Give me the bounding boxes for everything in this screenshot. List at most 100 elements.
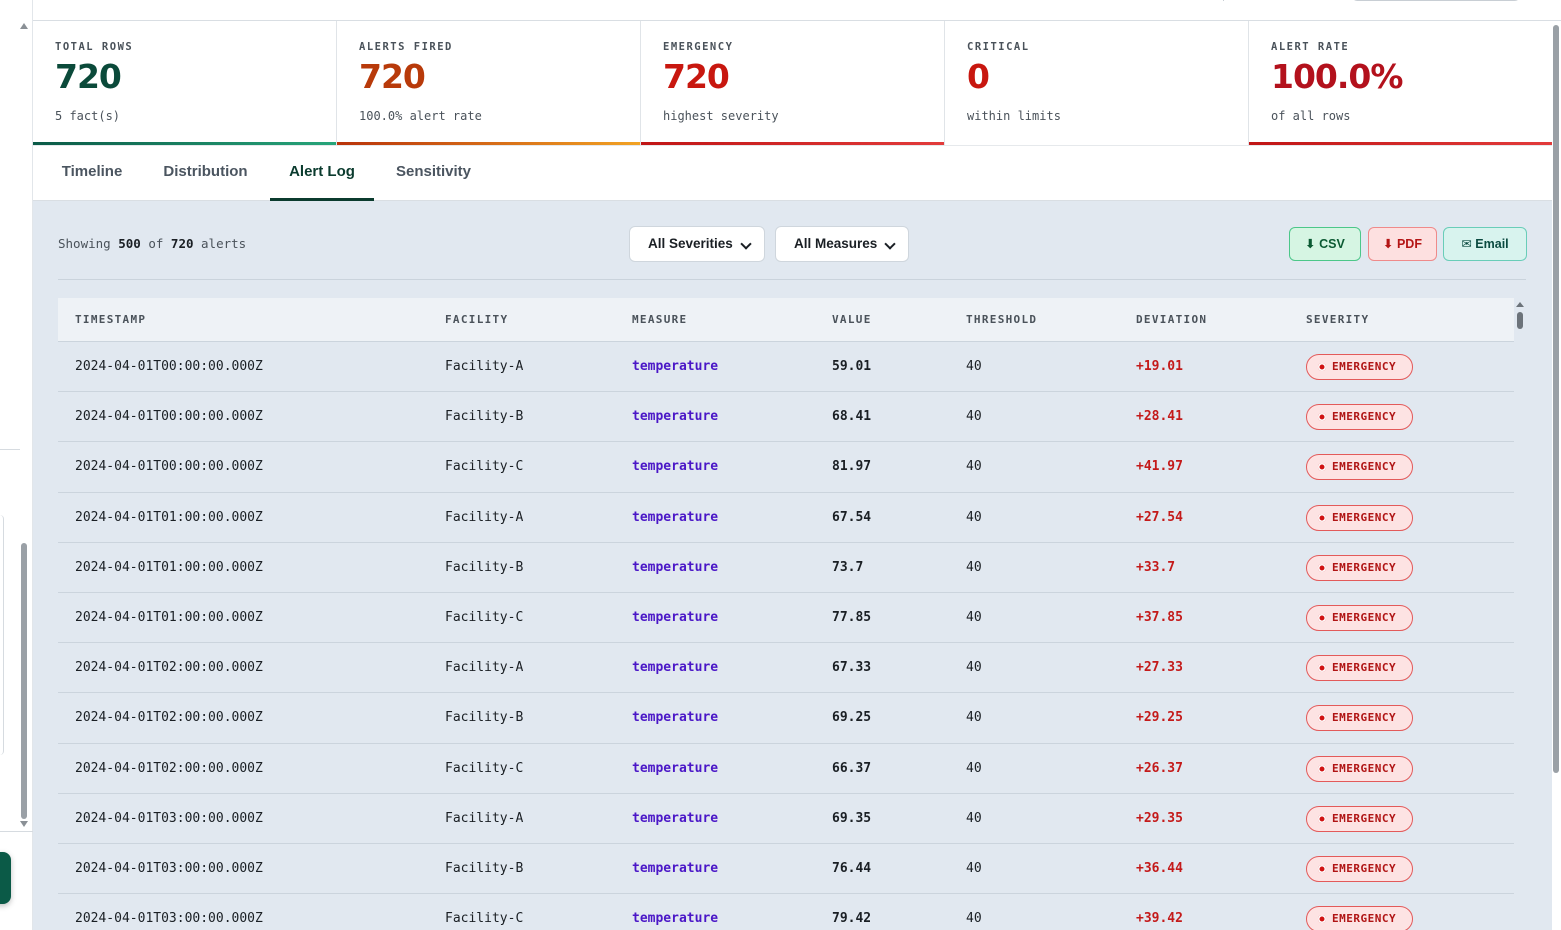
cell-deviation: +27.54 bbox=[1136, 509, 1183, 525]
column-header-measure[interactable]: MEASURE bbox=[632, 313, 688, 326]
cell-measure[interactable]: temperature bbox=[632, 660, 719, 676]
table-row[interactable]: 2024-04-01T00:00:00.000Z Facility-C temper… bbox=[58, 442, 1514, 493]
tab-alert-log[interactable]: Alert Log bbox=[270, 146, 374, 201]
cell-measure[interactable]: temperature bbox=[632, 409, 719, 425]
cell-measure[interactable]: temperature bbox=[632, 509, 719, 525]
severity-dot-icon bbox=[1318, 513, 1326, 522]
cell-value: 69.35 bbox=[832, 810, 872, 826]
cell-value: 59.01 bbox=[832, 359, 872, 374]
measure-filter-select[interactable]: All Measures bbox=[775, 226, 909, 262]
cell-measure[interactable]: temperature bbox=[632, 860, 719, 876]
table-row[interactable]: 2024-04-01T03:00:00.000Z Facility-C temper… bbox=[58, 894, 1514, 930]
tab-sensitivity[interactable]: Sensitivity bbox=[395, 163, 472, 180]
cell-deviation: +41.97 bbox=[1136, 459, 1183, 475]
cell-measure[interactable]: temperature bbox=[632, 810, 719, 826]
table-row[interactable]: 2024-04-01T00:00:00.000Z Facility-A temper… bbox=[58, 342, 1514, 393]
kpi-label: CRITICAL bbox=[967, 41, 1030, 53]
cell-measure[interactable]: temperature bbox=[632, 459, 719, 475]
severity-dot-icon bbox=[1318, 915, 1326, 924]
severity-label: EMERGENCY bbox=[1332, 360, 1397, 373]
cell-measure[interactable]: temperature bbox=[632, 609, 719, 625]
table-row[interactable]: 2024-04-01T01:00:00.000Z Facility-C temper… bbox=[58, 593, 1514, 644]
measure-filter-value: All Measures bbox=[794, 236, 878, 251]
severity-dot-icon bbox=[1318, 714, 1326, 723]
summary-shown-count: 500 bbox=[118, 236, 141, 251]
sidebar-scroll-up-icon[interactable] bbox=[20, 23, 28, 29]
sidebar-action-button[interactable] bbox=[0, 852, 11, 904]
sidebar-scrollbar-thumb[interactable] bbox=[21, 543, 27, 819]
cell-timestamp: 2024-04-01T01:00:00.000Z bbox=[75, 559, 263, 575]
cell-value: 67.33 bbox=[832, 660, 872, 676]
page-scrollbar[interactable] bbox=[1552, 21, 1561, 930]
page-scrollbar-thumb[interactable] bbox=[1553, 25, 1559, 773]
export-csv-button[interactable]: ⬇ CSV bbox=[1289, 227, 1361, 261]
severity-label: EMERGENCY bbox=[1332, 560, 1397, 574]
table-scroll-up-icon[interactable] bbox=[1516, 302, 1524, 307]
severity-badge: EMERGENCY bbox=[1306, 604, 1413, 631]
alert-log-panel: Showing 500 of 720 alerts All Severities… bbox=[33, 201, 1552, 930]
kpi-subtext: of all rows bbox=[1271, 109, 1351, 123]
kpi-emergency: EMERGENCY 720 highest severity bbox=[641, 21, 945, 145]
severity-badge: EMERGENCY bbox=[1306, 906, 1413, 930]
cell-threshold: 40 bbox=[966, 609, 982, 625]
table-row[interactable]: 2024-04-01T03:00:00.000Z Facility-B temper… bbox=[58, 844, 1514, 895]
table-row[interactable]: 2024-04-01T02:00:00.000Z Facility-A temper… bbox=[58, 643, 1514, 694]
cell-threshold: 40 bbox=[966, 710, 982, 726]
cell-value: 79.42 bbox=[832, 911, 872, 927]
kpi-subtext: 100.0% alert rate bbox=[359, 109, 482, 123]
severity-dot-icon bbox=[1318, 613, 1326, 622]
sidebar-scroll-down-icon[interactable] bbox=[20, 821, 28, 827]
severity-label: EMERGENCY bbox=[1332, 460, 1397, 474]
tab-distribution[interactable]: Distribution bbox=[163, 163, 248, 180]
kpi-alerts-fired: ALERTS FIRED 720 100.0% alert rate bbox=[337, 21, 641, 145]
cell-value: 73.7 bbox=[832, 559, 864, 575]
severity-dot-icon bbox=[1318, 664, 1326, 673]
table-row[interactable]: 2024-04-01T01:00:00.000Z Facility-B temper… bbox=[58, 543, 1514, 593]
severity-badge: EMERGENCY bbox=[1306, 755, 1413, 782]
kpi-accent-bar bbox=[1249, 142, 1552, 145]
cell-deviation: +29.35 bbox=[1136, 810, 1183, 826]
cell-measure[interactable]: temperature bbox=[632, 359, 719, 374]
table-row[interactable]: 2024-04-01T01:00:00.000Z Facility-A temper… bbox=[58, 493, 1514, 543]
column-header-timestamp[interactable]: TIMESTAMP bbox=[75, 313, 147, 326]
cell-facility: Facility-B bbox=[445, 559, 524, 575]
severity-dot-icon bbox=[1318, 764, 1326, 773]
cell-value: 68.41 bbox=[832, 409, 872, 425]
table-row[interactable]: 2024-04-01T00:00:00.000Z Facility-B temper… bbox=[58, 392, 1514, 443]
column-header-facility[interactable]: FACILITY bbox=[445, 313, 509, 326]
cell-measure[interactable]: temperature bbox=[632, 911, 719, 927]
severity-badge: EMERGENCY bbox=[1306, 554, 1413, 581]
cell-value: 81.97 bbox=[832, 459, 872, 475]
cell-measure[interactable]: temperature bbox=[632, 559, 719, 575]
severity-badge: EMERGENCY bbox=[1306, 504, 1413, 531]
results-summary: Showing 500 of 720 alerts bbox=[58, 236, 246, 251]
severity-dot-icon bbox=[1318, 463, 1326, 472]
email-report-button[interactable]: ✉ Email bbox=[1443, 227, 1527, 261]
cell-facility: Facility-C bbox=[445, 609, 524, 625]
summary-total-count: 720 bbox=[170, 236, 194, 251]
column-header-threshold[interactable]: THRESHOLD bbox=[966, 313, 1038, 326]
tab-timeline[interactable]: Timeline bbox=[61, 163, 123, 180]
table-row[interactable]: 2024-04-01T03:00:00.000Z Facility-A temper… bbox=[58, 794, 1514, 844]
cell-facility: Facility-C bbox=[445, 911, 524, 927]
cell-timestamp: 2024-04-01T03:00:00.000Z bbox=[75, 810, 263, 826]
table-scrollbar-thumb[interactable] bbox=[1517, 312, 1523, 329]
column-header-value[interactable]: VALUE bbox=[832, 313, 872, 326]
summary-of: of bbox=[148, 236, 164, 251]
table-row[interactable]: 2024-04-01T02:00:00.000Z Facility-C temper… bbox=[58, 744, 1514, 794]
chevron-down-icon bbox=[884, 238, 896, 250]
severity-filter-select[interactable]: All Severities bbox=[629, 226, 765, 262]
export-pdf-button[interactable]: ⬇ PDF bbox=[1368, 227, 1437, 261]
cell-facility: Facility-B bbox=[445, 860, 524, 876]
cell-value: 66.37 bbox=[832, 760, 872, 776]
column-header-deviation[interactable]: DEVIATION bbox=[1136, 313, 1208, 326]
top-bar-control[interactable] bbox=[1351, 0, 1521, 1]
column-header-severity[interactable]: SEVERITY bbox=[1306, 313, 1370, 326]
top-bar bbox=[33, 0, 1561, 21]
table-row[interactable]: 2024-04-01T02:00:00.000Z Facility-B temper… bbox=[58, 693, 1514, 744]
cell-timestamp: 2024-04-01T03:00:00.000Z bbox=[75, 860, 263, 876]
kpi-value: 100.0% bbox=[1271, 57, 1403, 96]
cell-measure[interactable]: temperature bbox=[632, 710, 719, 726]
cell-measure[interactable]: temperature bbox=[632, 760, 719, 776]
kpi-value: 720 bbox=[359, 57, 426, 96]
